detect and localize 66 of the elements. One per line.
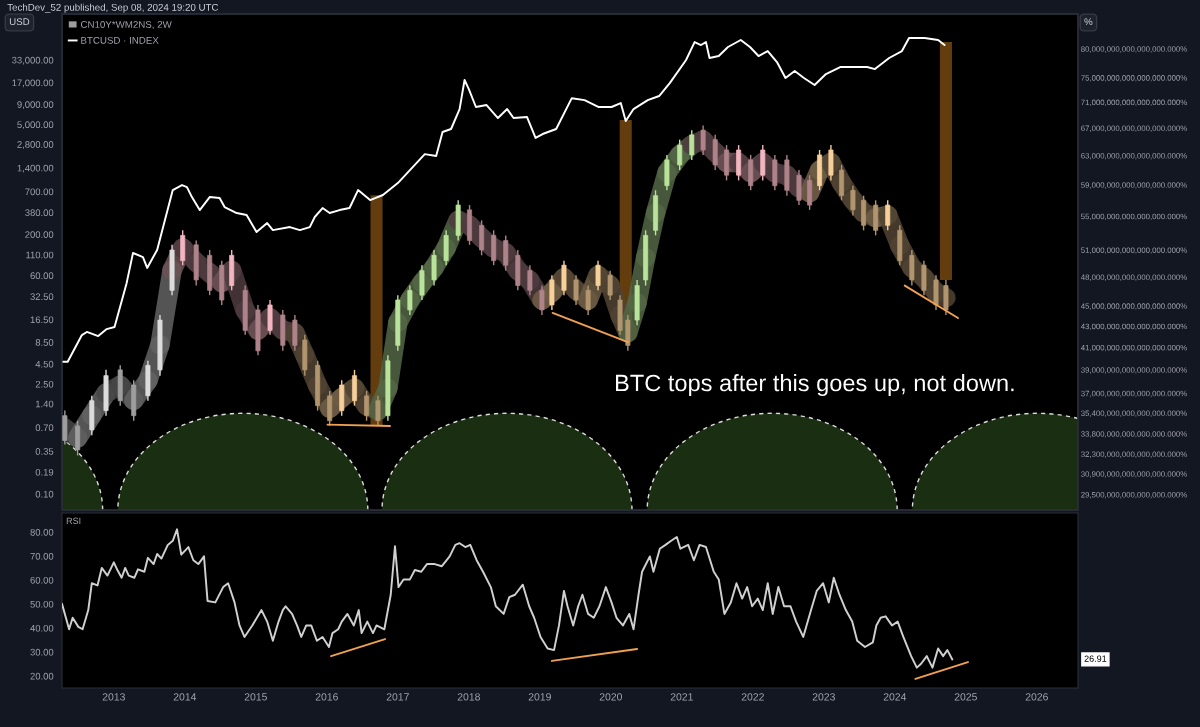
candlestick <box>595 259 601 292</box>
y-tick-label: 8.50 <box>35 339 54 346</box>
y-tick-label: 33,000.00 <box>12 56 54 65</box>
candlestick <box>885 199 891 232</box>
y-tick-label: 4.50 <box>35 360 54 368</box>
y-tick-label: 1,400.00 <box>17 164 54 173</box>
y-tick-label: 70.00 <box>30 552 54 560</box>
line-series <box>62 528 954 669</box>
candlestick <box>607 269 613 301</box>
y2-axis-title: % <box>1084 18 1093 26</box>
annotation: BTC tops after this goes up, not down. <box>616 374 1014 397</box>
x-tick-label: 2017 <box>386 693 409 701</box>
x-tick-label: 2025 <box>954 693 977 701</box>
x-tick-label: 2015 <box>244 693 267 701</box>
candlestick <box>850 184 856 217</box>
candlestick <box>585 284 591 316</box>
x-tick-label: 2020 <box>599 693 622 701</box>
y-tick-label: 1.40 <box>36 400 54 408</box>
y-tick-label: 30.00 <box>30 648 54 656</box>
text: 26.91 <box>1084 655 1107 662</box>
y-tick-label: 2.50 <box>35 380 54 388</box>
text: TechDev_52 published, Sep 08, 2024 19:20 UTC <box>7 3 219 13</box>
legend-label: BTCUSD · INDEX <box>81 36 159 44</box>
y-tick-label: 0.10 <box>35 490 54 498</box>
y-tick-label: 700.00 <box>25 188 54 196</box>
x-tick-label: 2021 <box>670 693 693 701</box>
candlestick <box>689 129 695 161</box>
candlestick <box>573 274 579 306</box>
x-tick-label: 2024 <box>883 693 907 701</box>
y-tick-label: 20.00 <box>30 672 54 680</box>
candlestick <box>375 395 381 427</box>
y-tick-label: 40.00 <box>30 624 54 632</box>
x-tick-label: 2016 <box>315 693 338 701</box>
x-tick-label: 2019 <box>528 693 551 701</box>
x-tick-label: 2018 <box>457 693 480 701</box>
y-tick-label: 110.00 <box>26 251 54 259</box>
y-tick-label: 9,000.00 <box>17 101 54 110</box>
y-tick-label: 380.00 <box>25 209 54 216</box>
y-tick-label: 60.00 <box>30 576 54 584</box>
y-tick-label: 80.00 <box>30 529 54 536</box>
y-tick-label: 60.00 <box>30 272 54 280</box>
legend-label: CN10Y*WM2NS, 2W <box>80 21 172 30</box>
y-tick-label: 200.00 <box>25 231 54 238</box>
y-axis-title: USD <box>9 18 30 26</box>
y-tick-label: 0.70 <box>35 424 54 432</box>
x-tick-label: 2013 <box>102 693 125 701</box>
y-tick-label: 0.19 <box>35 468 54 476</box>
y-tick-label: 17,000.00 <box>12 79 54 88</box>
y-tick-label: 5,000.00 <box>17 121 54 130</box>
line-series <box>62 37 946 363</box>
candlestick <box>407 284 413 316</box>
candlestick <box>539 284 545 316</box>
candlestick <box>677 138 683 171</box>
candlestick <box>364 390 370 422</box>
chart-title: RSI <box>66 517 81 525</box>
y-tick-label: 16.50 <box>30 316 54 324</box>
x-tick-label: 2023 <box>812 693 835 701</box>
y-tick-label: 0.35 <box>35 448 54 455</box>
candlestick <box>700 124 706 156</box>
candlestick <box>527 264 533 296</box>
x-tick-label: 2014 <box>173 693 197 701</box>
x-tick-label: 2026 <box>1025 693 1048 701</box>
y-tick-label: 32.50 <box>30 293 54 300</box>
y-tick-label: 2,800.00 <box>17 141 54 149</box>
x-tick-label: 2022 <box>741 693 764 701</box>
y-tick-label: 50.00 <box>30 600 54 608</box>
